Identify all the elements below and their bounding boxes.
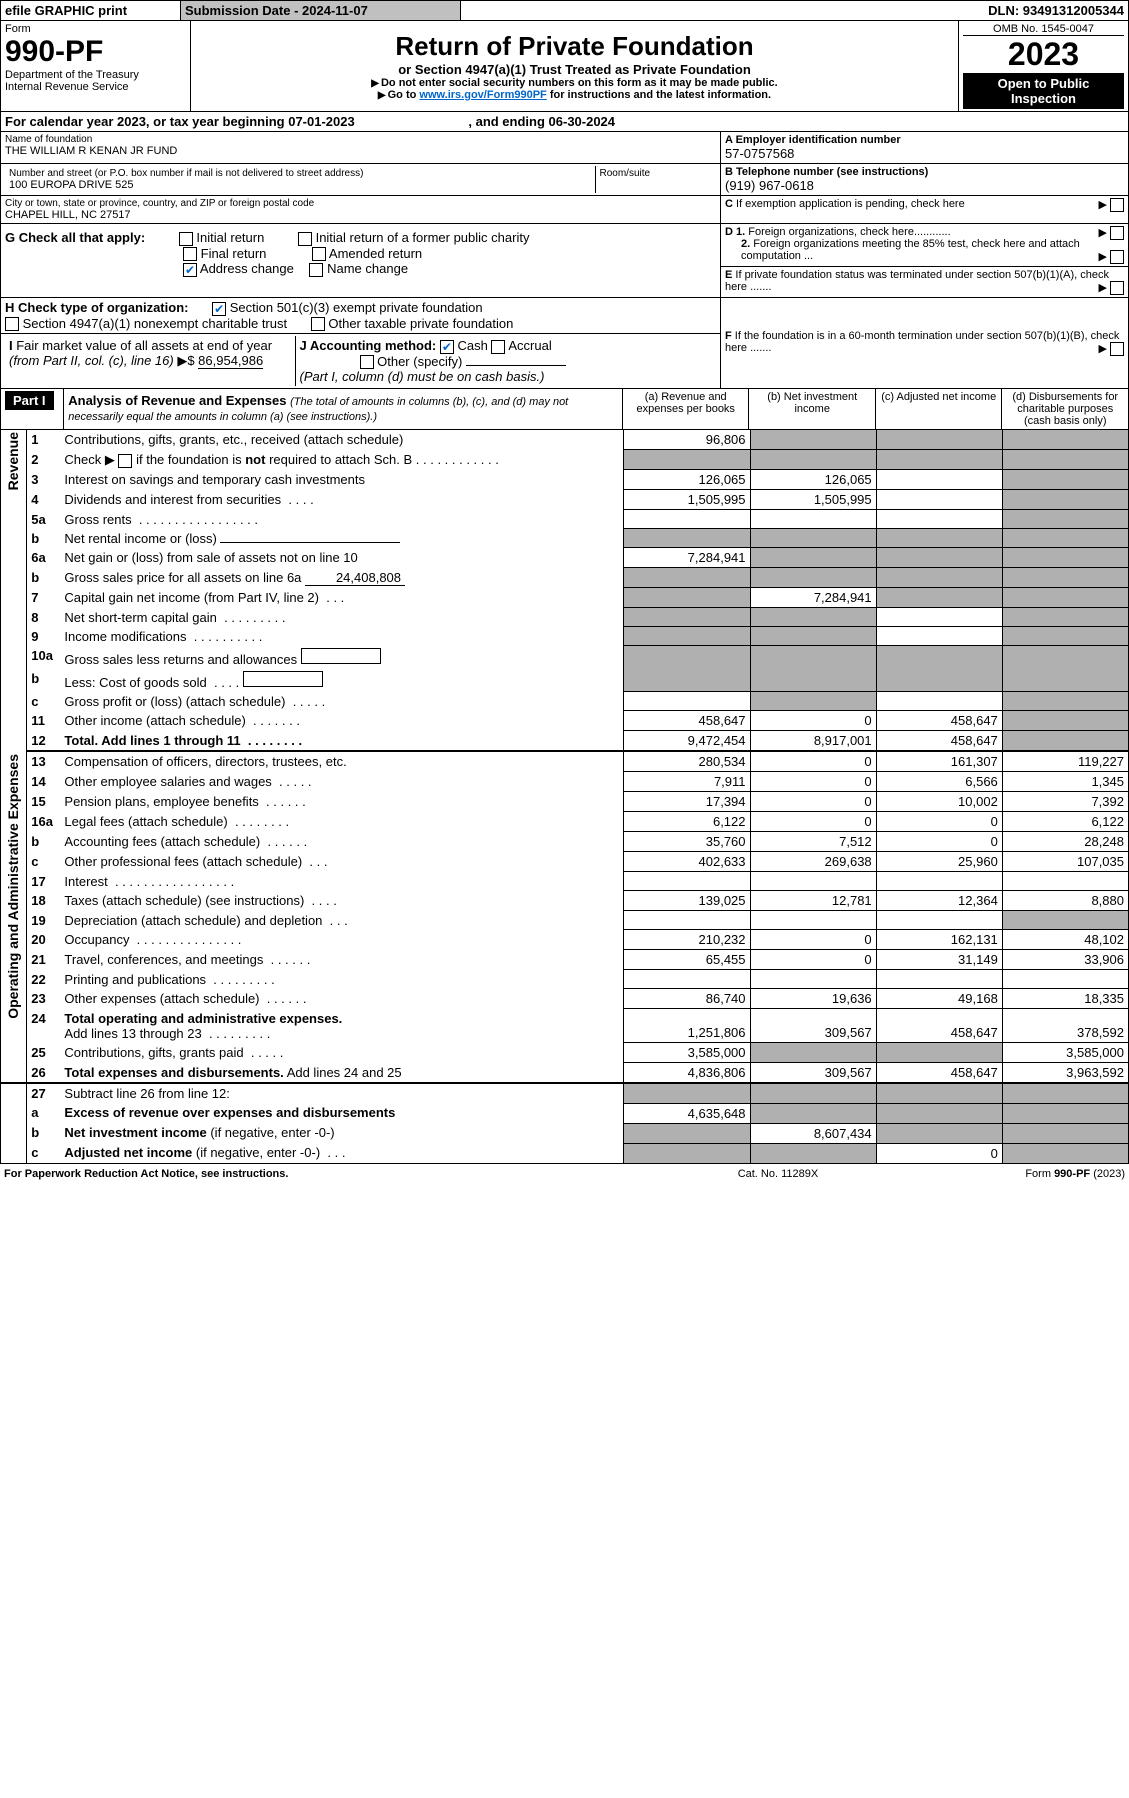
checkbox-other-taxable[interactable] bbox=[311, 317, 325, 331]
part1-label: Part I bbox=[5, 391, 54, 410]
footer: For Paperwork Reduction Act Notice, see … bbox=[0, 1166, 1129, 1182]
city-state-zip: CHAPEL HILL, NC 27517 bbox=[5, 209, 716, 221]
omb-number: OMB No. 1545-0047 bbox=[963, 23, 1124, 36]
checkbox-amended-return[interactable] bbox=[312, 247, 326, 261]
city-label: City or town, state or province, country… bbox=[5, 198, 716, 209]
expenses-label: Operating and Administrative Expenses bbox=[5, 754, 21, 1019]
paperwork-notice: For Paperwork Reduction Act Notice, see … bbox=[0, 1166, 676, 1182]
col-c-head: (c) Adjusted net income bbox=[875, 389, 1002, 430]
col-a-head: (a) Revenue and expenses per books bbox=[622, 389, 749, 430]
checkbox-initial-former[interactable] bbox=[298, 232, 312, 246]
form-subtitle: or Section 4947(a)(1) Trust Treated as P… bbox=[195, 62, 954, 77]
checkbox-f[interactable] bbox=[1110, 342, 1124, 356]
foundation-name: THE WILLIAM R KENAN JR FUND bbox=[5, 145, 716, 157]
name-label: Name of foundation bbox=[5, 134, 716, 145]
c-label: If exemption application is pending, che… bbox=[736, 198, 965, 210]
checkbox-final-return[interactable] bbox=[183, 247, 197, 261]
addr-label: Number and street (or P.O. box number if… bbox=[9, 168, 591, 179]
checkbox-name-change[interactable] bbox=[309, 263, 323, 277]
open-inspection: Open to Public Inspection bbox=[963, 73, 1124, 109]
part1-grid: Revenue 1 Contributions, gifts, grants, … bbox=[0, 430, 1129, 1164]
top-bar: efile GRAPHIC print Submission Date - 20… bbox=[0, 0, 1129, 21]
ein-label: A Employer identification number bbox=[725, 134, 1124, 146]
form-label: Form bbox=[5, 23, 186, 35]
checkbox-d2[interactable] bbox=[1110, 250, 1124, 264]
revenue-label: Revenue bbox=[5, 432, 21, 490]
checkbox-e[interactable] bbox=[1110, 281, 1124, 295]
ssn-warning: Do not enter social security numbers on … bbox=[195, 77, 954, 89]
col-b-head: (b) Net investment income bbox=[749, 389, 876, 430]
part1-header: Part I Analysis of Revenue and Expenses … bbox=[0, 389, 1129, 430]
irs-label: Internal Revenue Service bbox=[5, 81, 186, 93]
dln: DLN: 93491312005344 bbox=[899, 1, 1129, 21]
phone-value: (919) 967-0618 bbox=[725, 178, 1124, 193]
checkbox-address-change[interactable] bbox=[183, 263, 197, 277]
dept-treasury: Department of the Treasury bbox=[5, 69, 186, 81]
checkbox-d1[interactable] bbox=[1110, 226, 1124, 240]
checkbox-other-method[interactable] bbox=[360, 355, 374, 369]
efile-label: efile GRAPHIC print bbox=[1, 1, 181, 21]
checkbox-501c3[interactable] bbox=[212, 302, 226, 316]
form-title: Return of Private Foundation bbox=[195, 31, 954, 62]
tax-year: 2023 bbox=[963, 36, 1124, 73]
checkbox-accrual[interactable] bbox=[491, 340, 505, 354]
instructions-link[interactable]: www.irs.gov/Form990PF bbox=[419, 89, 546, 101]
submission-date: Submission Date - 2024-11-07 bbox=[181, 1, 461, 21]
tax-period: For calendar year 2023, or tax year begi… bbox=[0, 112, 1129, 132]
checkbox-cash[interactable] bbox=[440, 340, 454, 354]
part1-title: Analysis of Revenue and Expenses bbox=[68, 393, 286, 408]
checkbox-4947[interactable] bbox=[5, 317, 19, 331]
fmv-value: 86,954,986 bbox=[198, 353, 263, 369]
entity-block: Name of foundation THE WILLIAM R KENAN J… bbox=[0, 132, 1129, 389]
checkbox-c[interactable] bbox=[1110, 198, 1124, 212]
checkbox-initial-return[interactable] bbox=[179, 232, 193, 246]
col-d-head: (d) Disbursements for charitable purpose… bbox=[1002, 389, 1129, 430]
cat-no: Cat. No. 11289X bbox=[676, 1166, 881, 1182]
form-number: 990-PF bbox=[5, 35, 186, 69]
header-block: Form 990-PF Department of the Treasury I… bbox=[0, 21, 1129, 112]
phone-label: B Telephone number (see instructions) bbox=[725, 166, 1124, 178]
street-address: 100 EUROPA DRIVE 525 bbox=[9, 179, 591, 191]
room-label: Room/suite bbox=[595, 166, 716, 193]
ein-value: 57-0757568 bbox=[725, 146, 1124, 161]
checkbox-sch-b[interactable] bbox=[118, 454, 132, 468]
